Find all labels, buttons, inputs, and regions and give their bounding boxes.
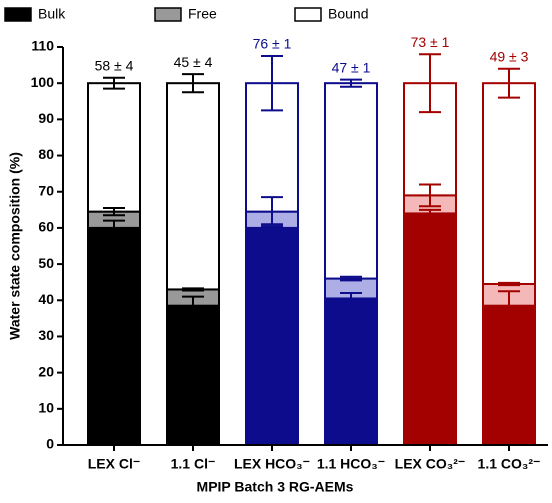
error-bar [182, 295, 204, 316]
bar-segment [166, 304, 220, 447]
y-tick-label: 30 [38, 327, 54, 343]
error-bar [498, 67, 520, 99]
bar-segment [166, 82, 220, 291]
error-bar [182, 73, 204, 94]
error-bar [340, 275, 362, 282]
error-bar [261, 196, 283, 228]
y-tick-label: 60 [38, 219, 54, 235]
bar-segment [482, 304, 536, 447]
legend-swatch [4, 7, 32, 22]
y-axis-title: Water state composition (%) [7, 152, 23, 340]
error-bar [498, 281, 520, 287]
x-axis-title: MPIP Batch 3 RG-AEMs [197, 479, 354, 495]
error-bar [340, 78, 362, 88]
annotation: 73 ± 1 [411, 34, 450, 50]
legend-label: Bulk [38, 6, 66, 22]
y-tick-label: 40 [38, 291, 54, 307]
bar-segment [87, 226, 141, 446]
error-bar [103, 207, 125, 217]
legend-label: Bound [328, 6, 368, 22]
bar-segment [87, 82, 141, 213]
x-tick-label: LEX HCO₃⁻ [234, 456, 310, 472]
x-tick-label: LEX Cl⁻ [88, 456, 141, 472]
annotation: 76 ± 1 [253, 36, 292, 52]
y-tick-label: 50 [38, 255, 54, 271]
x-tick-label: LEX CO₃²⁻ [395, 456, 466, 472]
error-bar [261, 55, 283, 112]
annotation: 58 ± 4 [95, 57, 134, 73]
x-tick-label: 1.1 Cl⁻ [171, 456, 216, 472]
y-tick-label: 80 [38, 146, 54, 162]
error-bar [103, 76, 125, 90]
legend-swatch [154, 7, 182, 22]
y-tick-label: 70 [38, 182, 54, 198]
error-bar [419, 53, 441, 114]
y-tick-label: 10 [38, 400, 54, 416]
annotation: 45 ± 4 [174, 54, 213, 70]
error-bar [419, 208, 441, 219]
legend-swatch [294, 7, 322, 22]
legend-label: Free [188, 6, 217, 22]
y-tick-label: 100 [31, 74, 55, 90]
error-bar [103, 219, 125, 237]
bar-segment [324, 82, 378, 280]
annotation: 47 ± 1 [332, 59, 371, 75]
error-bar [182, 287, 204, 292]
error-bar [419, 183, 441, 208]
x-tick-label: 1.1 CO₃²⁻ [478, 456, 541, 472]
y-tick-label: 90 [38, 110, 54, 126]
bar-segment [245, 226, 299, 446]
y-tick-label: 110 [31, 38, 54, 54]
error-bar [340, 292, 362, 305]
y-tick-label: 20 [38, 363, 54, 379]
y-tick-label: 0 [46, 436, 54, 452]
bar-segment [482, 82, 536, 285]
error-bar [498, 290, 520, 322]
x-tick-label: 1.1 HCO₃⁻ [317, 456, 385, 472]
bar-segment [324, 297, 378, 446]
annotation: 49 ± 3 [490, 48, 529, 64]
bar-segment [403, 212, 457, 446]
